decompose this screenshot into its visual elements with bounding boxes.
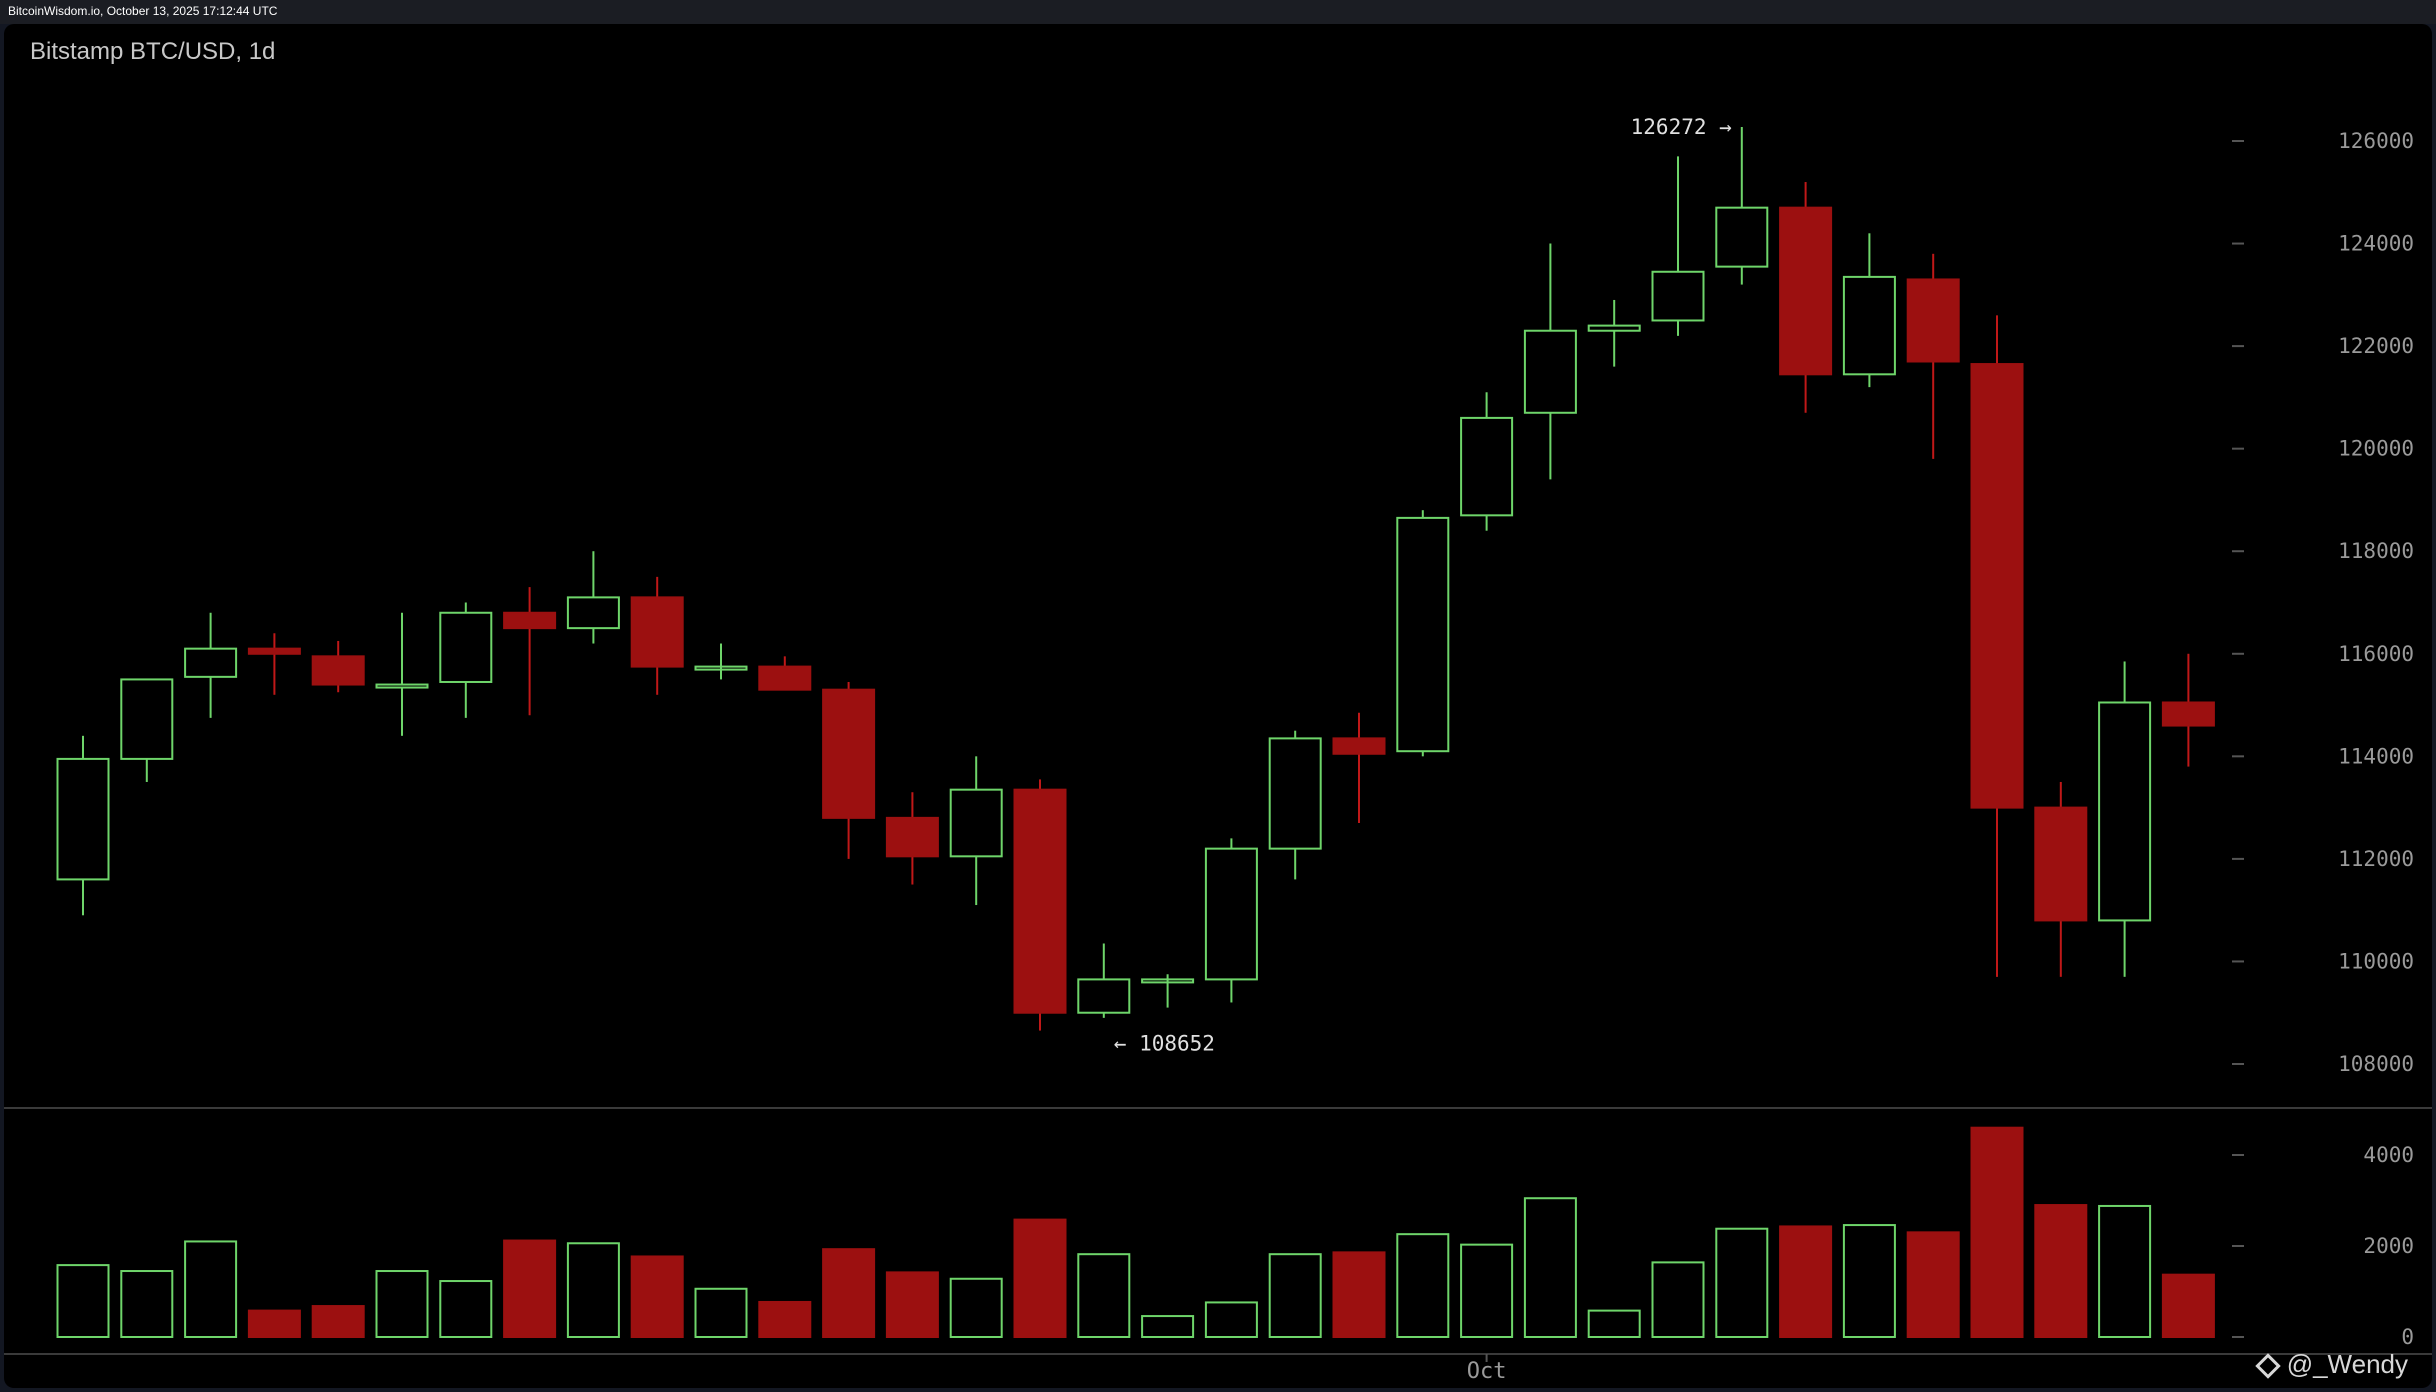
volume-bar xyxy=(439,1280,493,1339)
volume-bar xyxy=(1651,1261,1705,1339)
binance-square-icon xyxy=(2254,1353,2281,1379)
volume-bar xyxy=(1842,1224,1896,1338)
volume-bar xyxy=(2098,1204,2152,1338)
price-tick-label: 108000 xyxy=(2338,1052,2414,1076)
volume-bar xyxy=(375,1270,429,1339)
candle-body xyxy=(120,678,174,760)
time-tick-label: Oct xyxy=(1467,1359,1507,1384)
source-timestamp: BitcoinWisdom.io, October 13, 2025 17:12… xyxy=(8,4,278,18)
candle-body xyxy=(503,611,557,630)
volume-bar xyxy=(2161,1273,2215,1339)
candle-body xyxy=(1013,788,1067,1014)
volume-bar xyxy=(885,1271,939,1339)
chart-title: Bitstamp BTC/USD, 1d xyxy=(30,38,276,65)
candle-body xyxy=(1523,329,1577,414)
candle-body xyxy=(1587,324,1641,332)
candle-body xyxy=(1396,516,1450,753)
price-tick-label: 118000 xyxy=(2338,539,2414,563)
volume-bar xyxy=(311,1305,365,1339)
time-axis: Oct xyxy=(1467,1354,1507,1384)
volume-bar xyxy=(566,1242,620,1339)
volume-bar xyxy=(247,1309,301,1338)
volume-bar xyxy=(1204,1301,1258,1339)
candle-body xyxy=(1842,275,1896,376)
volume-bar xyxy=(822,1248,876,1339)
candle-body xyxy=(1906,278,1960,363)
candle-body xyxy=(375,683,429,689)
candle-body xyxy=(1970,363,2024,809)
candlestick-chart[interactable]: 108000 110000 112000 114000 116000 118000 1200… xyxy=(4,24,2432,1388)
candle-body xyxy=(1651,270,1705,322)
price-axis: 108000 110000 112000 114000 116000 118000 1200… xyxy=(2232,129,2414,1076)
candle-body xyxy=(566,596,620,630)
annotations: 126272 → ← 108652 xyxy=(1114,115,1732,1056)
volume-bar xyxy=(120,1270,174,1339)
volume-bar xyxy=(56,1264,110,1338)
volume-bar xyxy=(1587,1309,1641,1338)
candle-body xyxy=(2161,701,2215,727)
volume-bar xyxy=(1906,1231,1960,1338)
candle-body xyxy=(630,596,684,668)
volume-bar xyxy=(2034,1204,2088,1339)
candle-body xyxy=(1268,737,1322,850)
annotation-low: ← 108652 xyxy=(1114,1032,1215,1056)
candle-body xyxy=(2034,806,2088,922)
candle-body xyxy=(1779,206,1833,376)
volume-bar xyxy=(1077,1253,1131,1338)
volume-bar xyxy=(694,1287,748,1339)
candle-body xyxy=(1715,206,1769,268)
price-tick-label: 114000 xyxy=(2338,744,2414,768)
candles xyxy=(56,127,2215,1031)
volume-bar xyxy=(503,1239,557,1339)
volume-bar xyxy=(1332,1251,1386,1338)
price-tick-label: 116000 xyxy=(2338,642,2414,666)
candle-body xyxy=(56,757,110,881)
top-bar: BitcoinWisdom.io, October 13, 2025 17:12… xyxy=(0,0,2436,24)
volume-bar xyxy=(1970,1126,2024,1338)
volume-bar xyxy=(1396,1233,1450,1339)
candle-body xyxy=(758,665,812,691)
volume-bar xyxy=(1779,1225,1833,1339)
candle-body xyxy=(694,665,748,671)
volume-bar xyxy=(1013,1218,1067,1338)
volume-axis: 0 2000 4000 xyxy=(2232,1143,2414,1349)
price-tick-label: 126000 xyxy=(2338,129,2414,153)
volume-bar xyxy=(1715,1227,1769,1338)
candle-body xyxy=(1141,978,1195,984)
watermark: @_Wendy xyxy=(2254,1349,2408,1380)
candle-body xyxy=(885,816,939,858)
volume-bar xyxy=(1268,1253,1322,1338)
price-tick-label: 124000 xyxy=(2338,232,2414,256)
candle-body xyxy=(822,688,876,819)
volume-bar xyxy=(184,1240,238,1338)
candle-body xyxy=(184,647,238,678)
volume-bar xyxy=(758,1300,812,1338)
volume-bar xyxy=(1523,1197,1577,1338)
volume-tick-label: 2000 xyxy=(2363,1234,2414,1258)
price-tick-label: 120000 xyxy=(2338,437,2414,461)
candle-body xyxy=(311,655,365,686)
watermark-text: @_Wendy xyxy=(2286,1349,2408,1379)
candle-body xyxy=(1332,737,1386,755)
candle-body xyxy=(439,611,493,683)
volume-bar xyxy=(1460,1243,1514,1339)
volume-bar xyxy=(630,1255,684,1338)
annotation-high: 126272 → xyxy=(1631,115,1732,139)
volume-bar xyxy=(1141,1315,1195,1338)
candle-body xyxy=(2098,701,2152,922)
price-tick-label: 110000 xyxy=(2338,949,2414,973)
candle-body xyxy=(247,647,301,655)
volume-tick-label: 0 xyxy=(2401,1325,2414,1349)
volume-bar xyxy=(949,1277,1003,1339)
volume-bars xyxy=(56,1126,2215,1339)
price-tick-label: 122000 xyxy=(2338,334,2414,358)
candle-body xyxy=(1460,416,1514,517)
candle-body xyxy=(949,788,1003,858)
price-tick-label: 112000 xyxy=(2338,847,2414,871)
candle-body xyxy=(1077,978,1131,1014)
chart-panel: Bitstamp BTC/USD, 1d 108000 110000 112000 1… xyxy=(4,24,2432,1388)
volume-tick-label: 4000 xyxy=(2363,1143,2414,1167)
candle-body xyxy=(1204,847,1258,981)
